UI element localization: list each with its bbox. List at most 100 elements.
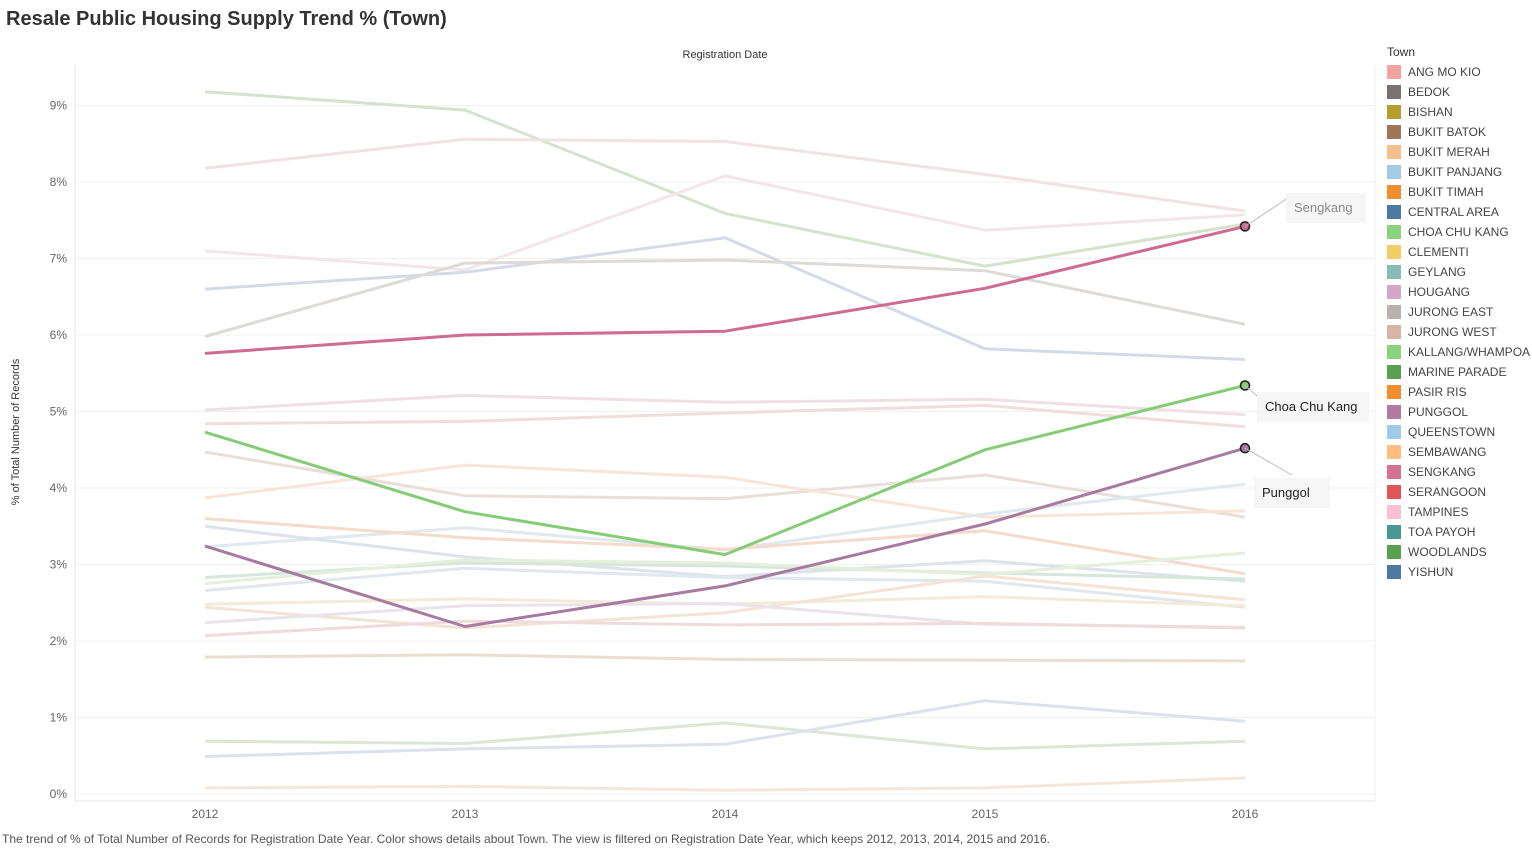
y-tick-label: 7%: [50, 252, 68, 266]
background-series-line: [204, 463, 1246, 519]
background-series-line: [204, 551, 1246, 586]
legend-label: TAMPINES: [1408, 505, 1469, 519]
legend-swatch: [1387, 285, 1401, 299]
legend-items: ANG MO KIO BEDOK BISHAN BUKIT BATOK BUKIT ME…: [1387, 62, 1532, 582]
legend-item[interactable]: PASIR RIS: [1387, 382, 1532, 402]
legend-swatch: [1387, 505, 1401, 519]
legend-label: BEDOK: [1408, 85, 1451, 99]
annotations: Sengkang Choa Chu Kang Punggol: [1244, 193, 1369, 508]
legend-item[interactable]: BUKIT MERAH: [1387, 142, 1532, 162]
legend-title: Town: [1387, 45, 1416, 59]
legend-item[interactable]: HOUGANG: [1387, 282, 1532, 302]
background-series: [204, 90, 1246, 792]
background-series-line: [204, 517, 1246, 576]
legend-label: BISHAN: [1408, 105, 1453, 119]
y-tick-label: 8%: [50, 175, 68, 189]
legend-swatch: [1387, 185, 1401, 199]
annotation-label-punggol: Punggol: [1262, 485, 1310, 500]
legend-label: BUKIT MERAH: [1408, 145, 1490, 159]
legend-item[interactable]: ANG MO KIO: [1387, 62, 1532, 82]
background-series-line: [204, 619, 1246, 638]
chart-caption: The trend of % of Total Number of Record…: [2, 832, 1050, 846]
legend-label: PASIR RIS: [1408, 385, 1467, 399]
y-tick-label: 5%: [50, 405, 68, 419]
background-series-line: [204, 699, 1246, 758]
legend-item[interactable]: JURONG WEST: [1387, 322, 1532, 342]
legend-swatch: [1387, 85, 1401, 99]
x-tick-label: 2015: [972, 807, 999, 821]
legend-item[interactable]: JURONG EAST: [1387, 302, 1532, 322]
legend-swatch: [1387, 425, 1401, 439]
line-chart: 0%1%2%3%4%5%6%7%8%9% 2012 2013 2014 2015 201…: [10, 49, 1376, 821]
legend-swatch: [1387, 265, 1401, 279]
y-axis-ticks: 0% 1% 2% 3% 4% 5% 6% 7% 8% 9%: [50, 99, 68, 802]
legend-swatch: [1387, 345, 1401, 359]
background-series-line: [204, 90, 1246, 268]
legend-swatch: [1387, 525, 1401, 539]
x-axis-title: Registration Date: [683, 49, 768, 61]
legend-item[interactable]: WOODLANDS: [1387, 542, 1532, 562]
legend-item[interactable]: QUEENSTOWN: [1387, 422, 1532, 442]
legend-swatch: [1387, 145, 1401, 159]
y-tick-label: 0%: [50, 787, 68, 801]
legend-label: KALLANG/WHAMPOA: [1408, 345, 1531, 359]
annotation-leader-punggol: [1244, 447, 1293, 476]
legend-swatch: [1387, 405, 1401, 419]
legend-item[interactable]: BUKIT PANJANG: [1387, 162, 1532, 182]
background-series-line: [204, 776, 1246, 792]
legend-item[interactable]: TOA PAYOH: [1387, 522, 1532, 542]
background-series-line: [204, 236, 1246, 361]
legend-item[interactable]: BUKIT TIMAH: [1387, 182, 1532, 202]
y-tick-label: 2%: [50, 634, 68, 648]
y-tick-label: 9%: [50, 99, 68, 113]
legend-label: GEYLANG: [1408, 265, 1467, 279]
x-tick-label: 2012: [192, 807, 219, 821]
legend-swatch: [1387, 565, 1401, 579]
legend-label: PUNGGOL: [1408, 405, 1469, 419]
background-series-line: [204, 574, 1246, 630]
legend-item[interactable]: SEMBAWANG: [1387, 442, 1532, 462]
legend-item[interactable]: CLEMENTI: [1387, 242, 1532, 262]
legend-item[interactable]: CHOA CHU KANG: [1387, 222, 1532, 242]
legend-label: WOODLANDS: [1408, 545, 1487, 559]
series-line-punggol: [204, 446, 1246, 628]
chart-title: Resale Public Housing Supply Trend % (To…: [6, 8, 447, 30]
legend-swatch: [1387, 105, 1401, 119]
legend-label: HOUGANG: [1408, 285, 1471, 299]
legend-item[interactable]: MARINE PARADE: [1387, 362, 1532, 382]
y-tick-label: 4%: [50, 481, 68, 495]
legend-item[interactable]: KALLANG/WHAMPOA: [1387, 342, 1532, 362]
x-tick-label: 2016: [1232, 807, 1259, 821]
legend-swatch: [1387, 305, 1401, 319]
legend-item[interactable]: BISHAN: [1387, 102, 1532, 122]
legend-item[interactable]: SENGKANG: [1387, 462, 1532, 482]
background-series-line: [204, 174, 1246, 272]
legend-item[interactable]: BEDOK: [1387, 82, 1532, 102]
background-series-line: [204, 721, 1246, 751]
legend-label: CHOA CHU KANG: [1408, 225, 1509, 239]
legend-swatch: [1387, 245, 1401, 259]
background-series-line: [204, 137, 1246, 213]
background-series-line: [204, 393, 1246, 417]
legend-item[interactable]: TAMPINES: [1387, 502, 1532, 522]
highlighted-series: [204, 221, 1251, 628]
background-series-line: [204, 566, 1246, 609]
legend-item[interactable]: PUNGGOL: [1387, 402, 1532, 422]
legend-item[interactable]: GEYLANG: [1387, 262, 1532, 282]
legend-item[interactable]: BUKIT BATOK: [1387, 122, 1532, 142]
x-axis-ticks: 2012 2013 2014 2015 2016: [192, 807, 1259, 821]
legend-item[interactable]: CENTRAL AREA: [1387, 202, 1532, 222]
y-axis-title: % of Total Number of Records: [10, 358, 22, 505]
legend-swatch: [1387, 325, 1401, 339]
background-series-line: [204, 450, 1246, 519]
legend-swatch: [1387, 65, 1401, 79]
legend-swatch: [1387, 485, 1401, 499]
y-tick-label: 6%: [50, 328, 68, 342]
legend-label: BUKIT PANJANG: [1408, 165, 1503, 179]
legend-item[interactable]: YISHUN: [1387, 562, 1532, 582]
legend-item[interactable]: SERANGOON: [1387, 482, 1532, 502]
legend-label: JURONG EAST: [1408, 305, 1494, 319]
legend-swatch: [1387, 205, 1401, 219]
y-tick-label: 1%: [50, 711, 68, 725]
legend-label: BUKIT TIMAH: [1408, 185, 1484, 199]
